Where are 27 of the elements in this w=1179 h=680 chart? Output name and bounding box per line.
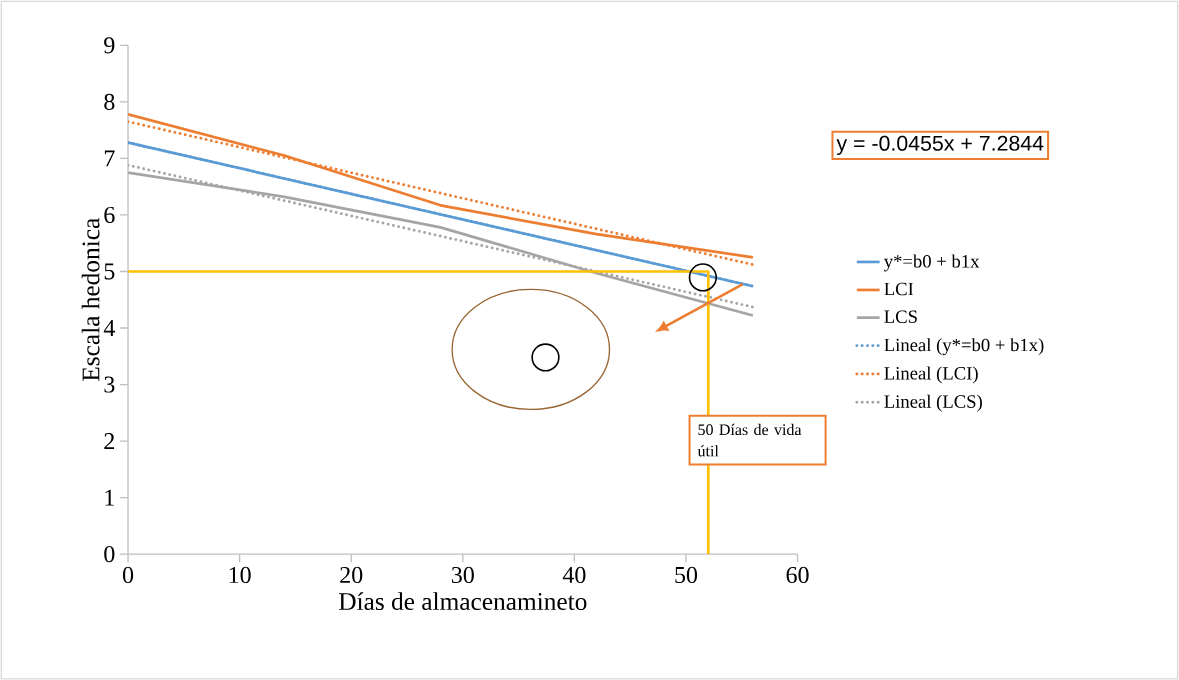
legend-label: LCI: [884, 282, 914, 296]
y-axis-title: Escala hedonica: [81, 218, 100, 381]
x-tick-label: 60: [786, 566, 809, 583]
y-tick-label: 8: [104, 93, 115, 110]
legend-label: Lineal (y*=b0 + b1x): [884, 338, 1044, 356]
y-tick-label: 6: [104, 206, 115, 223]
y-tick-label: 0: [104, 545, 115, 563]
annotation: 50 Días de vida útil: [697, 423, 802, 457]
x-tick-label: 10: [229, 566, 251, 583]
legend-label: Lineal (LCI): [884, 366, 978, 384]
legend-label: LCS: [884, 310, 917, 323]
y-tick-label: 5: [104, 263, 115, 280]
x-tick-label: 20: [340, 566, 363, 583]
x-tick-label: 50: [675, 566, 698, 583]
x-tick-label: 30: [451, 566, 474, 583]
legend-label: y*=b0 + b1x: [883, 254, 980, 272]
text: y = -0.0455x + 7.2844: [836, 135, 1044, 155]
legend-label: Lineal (LCS): [884, 394, 982, 412]
y-tick-label: 7: [104, 150, 115, 167]
y-tick-label: 4: [103, 320, 115, 336]
y-tick-label: 3: [104, 376, 115, 393]
x-tick-label: 40: [562, 566, 586, 583]
y-tick-label: 2: [104, 433, 115, 449]
x-tick-label: 0: [122, 566, 134, 583]
y-tick-label: 1: [105, 489, 114, 506]
x-axis-title: Días de almacenamineto: [338, 592, 587, 610]
y-tick-label: 9: [104, 37, 115, 54]
